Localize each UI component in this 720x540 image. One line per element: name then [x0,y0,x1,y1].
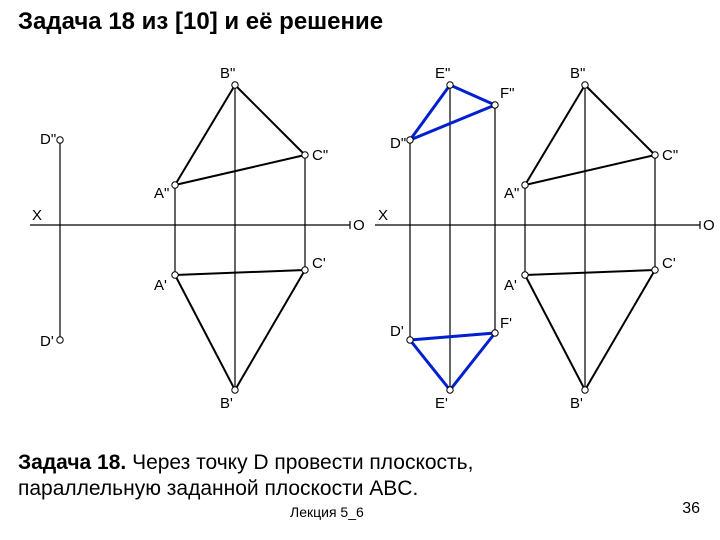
geometry-diagram: XOD"A"B"C"D'A'B'C'XOD"E"F"A"B"C"D'E'F'A'… [0,50,720,430]
svg-text:D': D' [390,323,404,340]
svg-text:E': E' [435,395,448,412]
svg-text:A": A" [504,185,519,202]
svg-text:F": F" [500,85,515,102]
svg-text:C": C" [312,147,328,164]
lecture-label: Лекция 5_6 [290,504,364,520]
svg-text:O: O [353,217,365,234]
svg-text:X: X [378,207,388,224]
svg-text:B': B' [220,395,233,412]
svg-text:O: O [703,217,715,234]
svg-text:B': B' [570,395,583,412]
svg-text:D": D" [40,131,56,148]
svg-text:A': A' [504,277,517,294]
svg-text:A": A" [154,185,169,202]
svg-text:B": B" [220,65,235,82]
problem-description: Задача 18. Через точку D провести плоско… [18,450,518,503]
page-number: 36 [682,500,700,518]
svg-text:X: X [32,207,42,224]
svg-text:B": B" [570,65,585,82]
svg-text:F': F' [500,315,512,332]
svg-text:C': C' [662,255,676,272]
page-title: Задача 18 из [10] и её решение [18,8,383,36]
description-bold: Задача 18. [18,451,126,474]
svg-text:D": D" [390,135,406,152]
svg-text:C': C' [312,255,326,272]
title-text: Задача 18 из [10] и её решение [18,8,383,35]
svg-text:E": E" [435,65,450,82]
svg-text:C": C" [662,147,678,164]
svg-text:A': A' [154,277,167,294]
svg-text:D': D' [40,333,54,350]
